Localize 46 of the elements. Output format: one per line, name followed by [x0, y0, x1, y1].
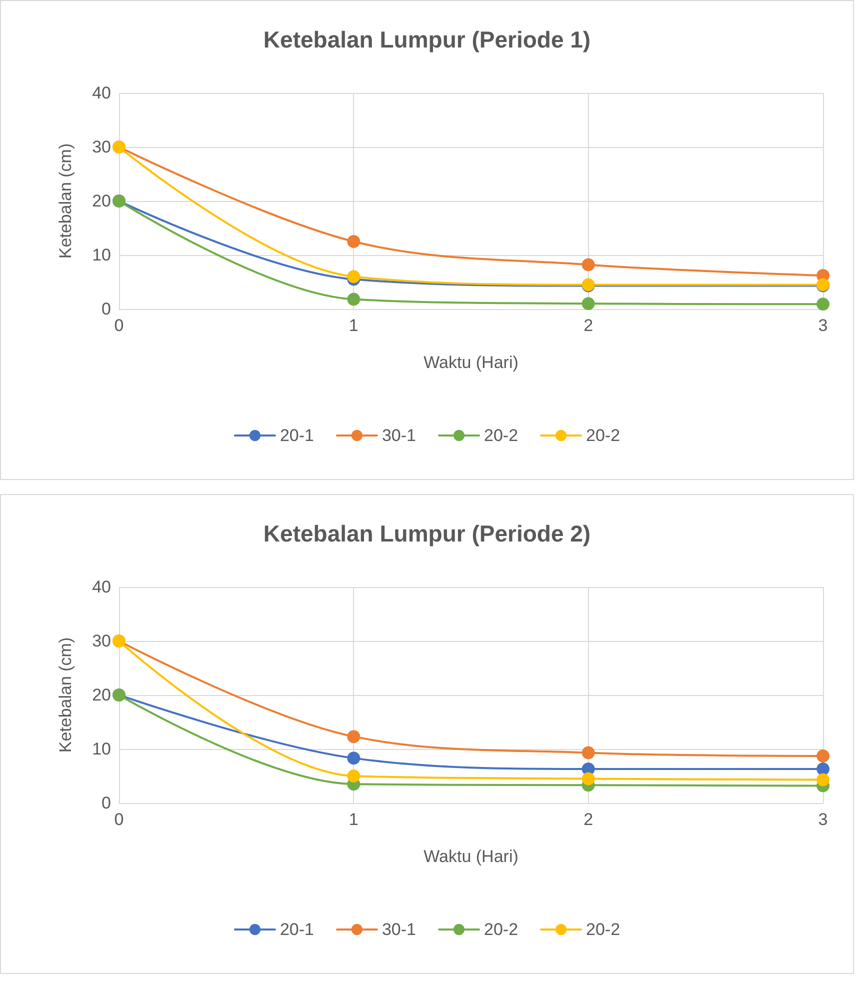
x-axis-title: Waktu (Hari): [424, 847, 518, 866]
legend-label: 30-1: [382, 920, 416, 939]
y-tick-label: 20: [92, 192, 111, 210]
point: [347, 752, 360, 765]
y-tick-label: 0: [102, 794, 111, 812]
legend-label: 20-1: [280, 426, 314, 445]
y-tick-label: 30: [92, 632, 111, 650]
x-tick-label: 3: [818, 810, 828, 829]
y-tick-label: 40: [92, 578, 111, 596]
point: [816, 773, 830, 786]
y-axis-title: Ketebalan (cm): [56, 637, 75, 753]
point: [347, 270, 360, 284]
chart-title: Ketebalan Lumpur (Periode 2): [263, 520, 591, 546]
point: [816, 750, 830, 763]
x-tick-label: 2: [584, 810, 594, 829]
point: [582, 772, 595, 786]
legend-label: 20-2: [484, 426, 518, 445]
point: [582, 258, 595, 272]
y-tick-label: 40: [92, 84, 111, 102]
x-tick-label: 0: [114, 316, 124, 335]
x-tick-label: 1: [348, 316, 358, 335]
point: [816, 762, 830, 776]
legend-label: 20-1: [280, 920, 314, 939]
x-tick-label: 1: [348, 810, 358, 829]
point: [347, 770, 360, 782]
chart-title: Ketebalan Lumpur (Periode 1): [263, 26, 591, 52]
point: [582, 297, 595, 310]
y-tick-label: 20: [92, 686, 111, 704]
legend-label: 30-1: [382, 426, 416, 445]
point: [347, 235, 360, 248]
point: [347, 730, 360, 744]
legend-label: 20-2: [484, 920, 518, 939]
y-tick-label: 30: [92, 138, 111, 156]
y-axis-title: Ketebalan (cm): [56, 143, 75, 259]
y-tick-label: 0: [102, 300, 111, 318]
x-axis-title: Waktu (Hari): [424, 353, 518, 372]
x-tick-label: 3: [818, 316, 828, 335]
legend-label: 20-2: [586, 426, 620, 445]
y-tick-label: 10: [92, 740, 111, 758]
x-tick-label: 0: [114, 810, 124, 829]
x-tick-label: 2: [584, 316, 594, 335]
point: [582, 746, 595, 760]
legend-label: 20-2: [586, 920, 620, 939]
y-tick-label: 10: [92, 246, 111, 264]
point: [816, 298, 830, 311]
point: [347, 292, 360, 306]
